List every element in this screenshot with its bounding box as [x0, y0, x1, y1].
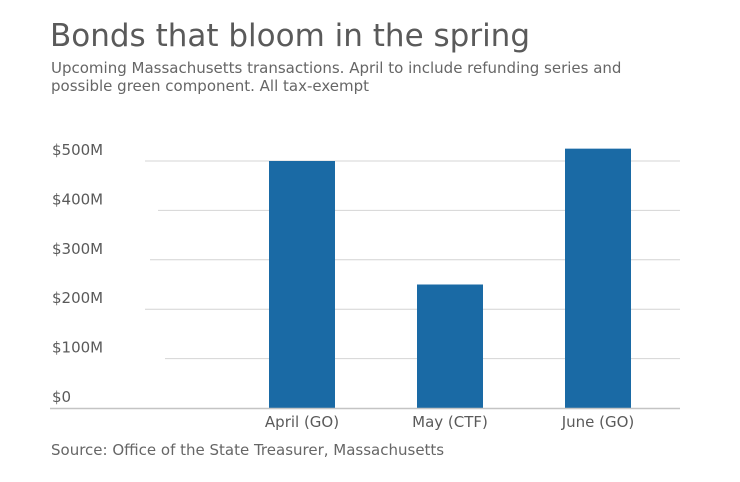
- y-tick-label: $400M: [52, 190, 103, 208]
- bar: [565, 148, 631, 408]
- bar: [269, 161, 335, 408]
- y-tick-label: $500M: [52, 141, 103, 159]
- y-tick-label: $300M: [52, 240, 103, 258]
- bar: [417, 284, 483, 408]
- y-tick-label: $200M: [52, 289, 103, 307]
- chart-subtitle: Upcoming Massachusetts transactions. Apr…: [51, 59, 622, 95]
- x-tick-label: May (CTF): [412, 413, 488, 431]
- y-tick-label: $100M: [52, 339, 103, 357]
- x-tick-label: June (GO): [561, 413, 635, 431]
- chart-title: Bonds that bloom in the spring: [50, 18, 531, 54]
- x-tick-label: April (GO): [265, 413, 339, 431]
- source-note: Source: Office of the State Treasurer, M…: [51, 441, 445, 459]
- y-tick-label: $0: [52, 388, 71, 406]
